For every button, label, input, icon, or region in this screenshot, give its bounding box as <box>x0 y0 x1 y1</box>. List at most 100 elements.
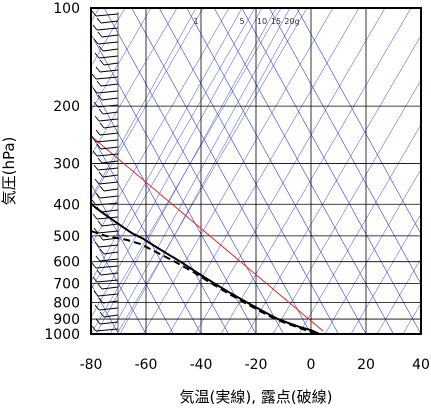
adiabat-line <box>194 8 386 334</box>
wind-barb <box>98 108 119 115</box>
wind-barb <box>99 185 119 192</box>
x-tick-label: 20 <box>357 357 375 373</box>
wind-barb <box>91 262 119 269</box>
data-series <box>91 135 324 334</box>
wind-barb <box>93 227 119 234</box>
wind-barb-staff <box>101 286 119 290</box>
wind-barb-feather <box>95 66 101 73</box>
isotherm-line <box>131 8 312 334</box>
wind-barb-staff <box>98 118 119 122</box>
mixing-ratio-label: 10 <box>257 17 267 26</box>
wind-barb-feather <box>95 192 101 199</box>
isotherm-line <box>91 83 229 334</box>
y-tick-label: 100 <box>53 1 80 17</box>
wind-barb-staff <box>103 251 119 255</box>
wind-barb-staff <box>100 20 119 24</box>
wind-barb-feather <box>97 220 103 227</box>
wind-barb-feather <box>92 150 98 157</box>
wind-barb-staff <box>102 111 119 115</box>
wind-barb-staff <box>98 244 119 248</box>
wind-barb <box>93 290 119 297</box>
wind-barb <box>99 59 119 66</box>
adiabat-line <box>376 258 421 334</box>
wind-barb-staff <box>101 160 119 164</box>
adiabat-line <box>91 8 204 201</box>
wind-barb-staff <box>101 223 119 227</box>
wind-barb-staff <box>100 146 119 150</box>
reference-line <box>91 135 324 332</box>
wind-barb-staff <box>97 167 119 171</box>
wind-barb-feather <box>99 122 105 129</box>
wind-barb <box>97 31 119 38</box>
wind-barb <box>96 269 119 276</box>
mixing-ratio-label: 20g <box>284 17 299 26</box>
adiabat-line <box>246 34 421 334</box>
temperature-line <box>91 201 320 334</box>
wind-barb-feather <box>94 304 100 311</box>
x-tick-labels: -80 -60 -40 -20 0 20 40 <box>80 357 430 373</box>
y-axis-label: 気圧(hPa) <box>0 137 18 206</box>
wind-barb-staff <box>97 41 119 45</box>
wind-barb-staff <box>96 90 119 94</box>
wind-barb <box>98 171 119 178</box>
wind-barb <box>91 325 119 332</box>
adiabat-line <box>402 302 421 334</box>
wind-barb <box>98 234 119 241</box>
wind-barb-staff <box>95 76 119 80</box>
wind-barb-staff <box>97 230 119 234</box>
wind-barb-feather <box>99 248 105 255</box>
wind-barb-feather <box>91 10 97 17</box>
adiabat-line <box>91 8 256 290</box>
wind-barb-feather <box>97 283 103 290</box>
wind-barb-staff <box>102 174 119 178</box>
adiabat-line <box>350 213 421 334</box>
mixing-ratio-label: 1 <box>193 17 198 26</box>
wind-barb-feather <box>94 115 100 122</box>
wind-barb <box>95 129 119 136</box>
wind-barb-feather <box>94 178 100 185</box>
wind-barb-staff <box>99 258 119 262</box>
mixing-ratio-line <box>91 8 263 319</box>
isotherm-line <box>158 8 339 334</box>
wind-barb-staff <box>100 272 119 276</box>
wind-barb-staff <box>99 321 119 325</box>
wind-barb-feather <box>96 206 102 213</box>
wind-barb-feather <box>92 87 98 94</box>
wind-barb <box>92 150 119 157</box>
wind-barb-feather <box>93 101 99 108</box>
wind-barb-feather <box>98 171 104 178</box>
wind-barb <box>97 157 119 164</box>
isotherm-line <box>268 8 421 285</box>
wind-barb-feather <box>98 45 104 52</box>
wind-barb <box>92 213 119 220</box>
x-tick-label: 40 <box>412 357 430 373</box>
wind-barb-staff <box>101 34 119 38</box>
wind-barb-staff <box>103 188 119 192</box>
wind-barb-feather <box>95 318 101 325</box>
isotherm-line <box>186 8 367 334</box>
wind-barb-staff <box>95 328 119 332</box>
wind-barb-feather <box>96 17 102 24</box>
wind-barb-feather <box>96 80 102 87</box>
adiabat-line <box>116 8 308 334</box>
grid-lines <box>90 7 422 335</box>
wind-barb-staff <box>102 237 119 241</box>
isotherm-line <box>241 8 421 334</box>
wind-barb <box>98 297 119 304</box>
wind-barb-staff <box>96 216 119 220</box>
wind-barb-staff <box>97 104 119 108</box>
wind-barb <box>94 115 119 122</box>
wind-barb-feather <box>96 143 102 150</box>
wind-barb-staff <box>95 13 119 17</box>
adiabat-line <box>91 8 126 67</box>
isotherm-line <box>91 133 202 334</box>
wind-barb-feather <box>94 241 100 248</box>
wind-barb-feather <box>98 297 104 304</box>
adiabat-line <box>168 8 360 334</box>
isotherm-line <box>103 8 284 334</box>
x-tick-label: -20 <box>245 357 268 373</box>
wind-barb-staff <box>99 69 119 73</box>
wind-barb <box>91 73 119 80</box>
wind-barb <box>94 304 119 311</box>
wind-barb-feather <box>91 325 97 332</box>
